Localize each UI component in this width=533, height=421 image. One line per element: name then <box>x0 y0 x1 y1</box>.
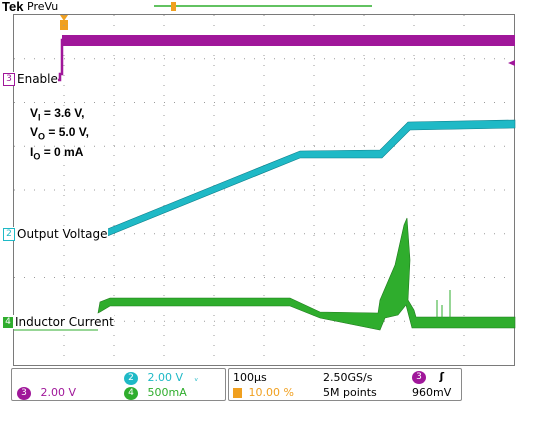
record-length[interactable]: 5M points <box>323 386 377 399</box>
ch4-scale[interactable]: 4 500mA <box>124 386 187 400</box>
output-voltage-trace <box>99 119 516 240</box>
vertical-settings-panel[interactable] <box>11 368 226 401</box>
channel-4-marker: 4 <box>3 317 13 328</box>
acquisition-mode: PreVu <box>27 0 59 13</box>
channel-4-label: 4 Inductor Current <box>3 315 114 329</box>
channel-2-marker: 2 <box>3 228 15 241</box>
condition-vi: VI = 3.6 V, <box>30 106 85 123</box>
output-voltage-label: Output Voltage <box>17 227 108 241</box>
inductor-current-trace <box>97 217 516 331</box>
trigger-position[interactable]: 10.00 % <box>233 386 294 399</box>
trigger-t-icon <box>233 388 242 398</box>
ch3-chip: 3 <box>17 386 31 400</box>
trigger-source-chip: 3 <box>412 370 426 384</box>
inductor-current-label: Inductor Current <box>15 315 114 329</box>
condition-io: IO = 0 mA <box>30 145 84 162</box>
ch3-scale[interactable]: 3 2.00 V <box>17 386 76 400</box>
ch2-scale[interactable]: 2 2.00 V ᵥ <box>124 371 198 385</box>
brand-logo: Tek <box>2 0 24 14</box>
enable-trace-body <box>62 35 515 46</box>
sample-rate[interactable]: 2.50GS/s <box>323 371 373 384</box>
rising-edge-icon: ʃ <box>439 370 445 383</box>
graticule-border <box>13 14 515 366</box>
trigger-position-marker[interactable] <box>60 15 68 21</box>
trigger-source[interactable]: 3 ʃ <box>412 370 444 384</box>
trigger-level[interactable]: 960mV <box>412 386 452 399</box>
ch2-chip: 2 <box>124 371 138 385</box>
channel-2-label: 2 Output Voltage <box>3 227 108 241</box>
timebase[interactable]: 100µs <box>233 371 267 384</box>
channel-3-label: 3 Enable <box>3 72 58 86</box>
enable-label: Enable <box>17 72 58 86</box>
channel-3-marker: 3 <box>3 73 15 86</box>
condition-vo: VO = 5.0 V, <box>30 125 89 142</box>
bandwidth-limit-icon: ᵥ <box>194 374 199 384</box>
record-view-marker <box>171 2 176 11</box>
graticule-grid <box>14 15 514 365</box>
ch4-chip: 4 <box>124 386 138 400</box>
trigger-level-marker[interactable] <box>508 60 515 66</box>
